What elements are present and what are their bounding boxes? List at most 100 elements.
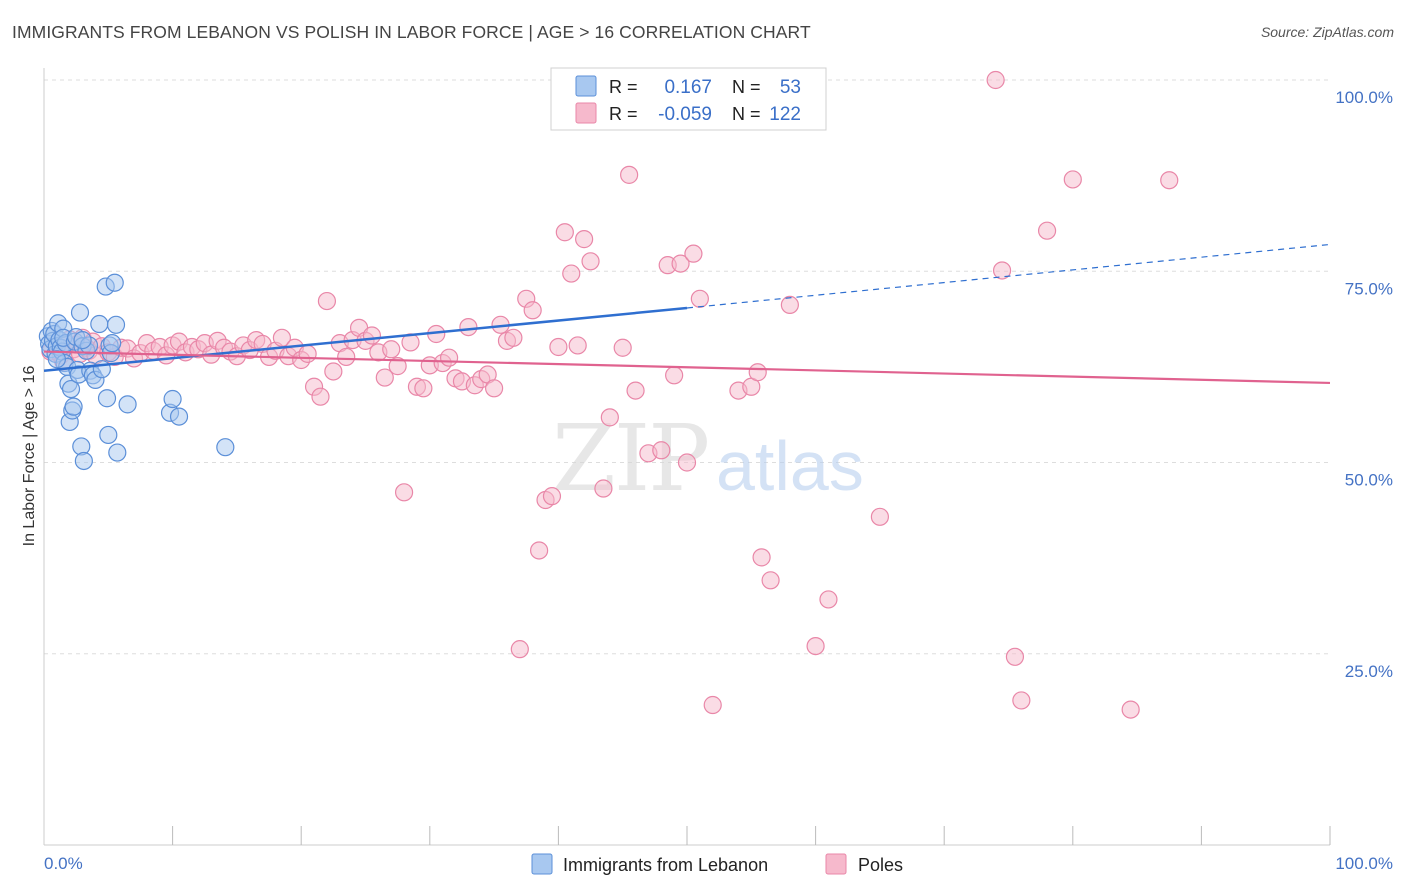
y-tick-label: 50.0% — [1345, 471, 1393, 490]
point-poles — [510, 640, 529, 659]
point-immigrants-from-lebanon — [216, 438, 235, 457]
stats-n-label-2: N = — [732, 104, 761, 124]
point-immigrants-from-lebanon — [163, 389, 182, 409]
point-poles — [626, 381, 645, 400]
point-poles — [652, 441, 671, 460]
point-poles — [992, 261, 1012, 280]
point-immigrants-from-lebanon — [103, 334, 122, 353]
point-poles — [562, 264, 581, 283]
x-tick-label-max: 100.0% — [1335, 854, 1393, 873]
point-poles — [555, 223, 574, 242]
trend-line-lebanon-extension — [686, 243, 1331, 309]
point-poles — [382, 340, 401, 359]
stats-legend: R = 0.167 N = 53 R = -0.059 N = 122 — [550, 67, 827, 131]
point-poles — [311, 387, 330, 406]
bottom-legend-swatch-lebanon — [531, 853, 553, 875]
chart-title: IMMIGRANTS FROM LEBANON VS POLISH IN LAB… — [12, 22, 811, 42]
stats-r-label-1: R = — [609, 77, 638, 97]
series-immigrants-from-lebanon — [38, 273, 235, 471]
point-immigrants-from-lebanon — [73, 331, 92, 350]
point-poles — [337, 347, 356, 367]
point-poles — [671, 254, 690, 273]
point-poles — [986, 70, 1005, 90]
point-poles — [439, 348, 459, 367]
point-immigrants-from-lebanon — [97, 389, 117, 408]
point-poles — [530, 541, 549, 560]
point-poles — [1005, 647, 1025, 666]
point-immigrants-from-lebanon — [105, 273, 124, 292]
bottom-legend-swatch-poles — [825, 853, 847, 875]
point-poles — [761, 571, 780, 590]
point-poles — [414, 379, 433, 398]
stats-legend-swatch-pink — [575, 102, 597, 124]
y-axis: 25.0% 50.0% 75.0% 100.0% In Labor Force | A… — [21, 68, 1393, 845]
point-poles — [620, 165, 639, 184]
point-poles — [690, 289, 709, 308]
y-tick-label: 25.0% — [1345, 662, 1393, 681]
point-poles — [752, 548, 771, 567]
point-poles — [324, 362, 343, 381]
point-immigrants-from-lebanon — [99, 425, 118, 445]
point-immigrants-from-lebanon — [106, 315, 126, 334]
stats-n-label-1: N = — [732, 77, 761, 97]
stats-legend-box — [550, 67, 827, 131]
watermark-atlas: atlas — [716, 427, 864, 505]
point-poles — [568, 336, 587, 355]
point-poles — [748, 363, 767, 382]
point-poles — [375, 368, 394, 387]
point-poles — [613, 338, 632, 357]
point-poles — [1121, 700, 1140, 719]
point-poles — [317, 291, 337, 311]
point-poles — [549, 337, 568, 357]
x-tick-label-min: 0.0% — [44, 854, 83, 873]
source-label: Source: ZipAtlas.com — [1260, 24, 1394, 40]
stats-legend-swatch-blue — [575, 75, 597, 97]
point-poles — [581, 252, 600, 271]
point-poles — [1037, 221, 1057, 240]
point-immigrants-from-lebanon — [118, 395, 137, 414]
y-tick-label: 75.0% — [1345, 279, 1393, 298]
point-poles — [600, 408, 619, 427]
point-immigrants-from-lebanon — [169, 407, 189, 426]
point-poles — [780, 295, 799, 315]
point-poles — [819, 590, 838, 609]
point-poles — [523, 301, 542, 320]
point-poles — [542, 487, 562, 506]
point-poles — [394, 483, 414, 502]
point-poles — [362, 326, 382, 345]
point-poles — [703, 695, 722, 715]
point-poles — [684, 244, 703, 263]
point-immigrants-from-lebanon — [47, 350, 66, 369]
bottom-legend-label-lebanon: Immigrants from Lebanon — [563, 855, 768, 875]
point-poles — [504, 328, 523, 347]
series-poles — [41, 70, 1179, 719]
point-immigrants-from-lebanon — [74, 451, 93, 471]
point-poles — [388, 357, 407, 376]
trend-line-poles — [43, 350, 1331, 385]
point-immigrants-from-lebanon — [108, 443, 127, 462]
stats-r-value-1: 0.167 — [664, 77, 712, 98]
bottom-legend: Immigrants from Lebanon Poles — [531, 853, 903, 875]
point-immigrants-from-lebanon — [90, 314, 109, 334]
point-poles — [806, 636, 825, 656]
point-immigrants-from-lebanon — [70, 303, 90, 322]
point-poles — [459, 317, 478, 337]
point-poles — [870, 507, 890, 526]
point-poles — [575, 230, 594, 249]
y-axis-title: In Labor Force | Age > 16 — [21, 366, 38, 547]
bottom-legend-label-poles: Poles — [858, 855, 903, 875]
trend-lines — [43, 243, 1331, 385]
point-immigrants-from-lebanon — [64, 397, 83, 416]
point-poles — [677, 453, 697, 472]
x-axis: 0.0% 100.0% — [44, 826, 1393, 873]
point-poles — [1160, 171, 1179, 190]
stats-n-value-1: 53 — [780, 77, 801, 98]
point-poles — [594, 479, 613, 498]
watermark: ZIP atlas — [552, 405, 864, 512]
stats-n-value-2: 122 — [769, 104, 801, 125]
point-poles — [485, 379, 504, 398]
point-poles — [1063, 170, 1082, 189]
stats-r-value-2: -0.059 — [658, 104, 712, 125]
y-tick-label: 100.0% — [1335, 88, 1393, 107]
